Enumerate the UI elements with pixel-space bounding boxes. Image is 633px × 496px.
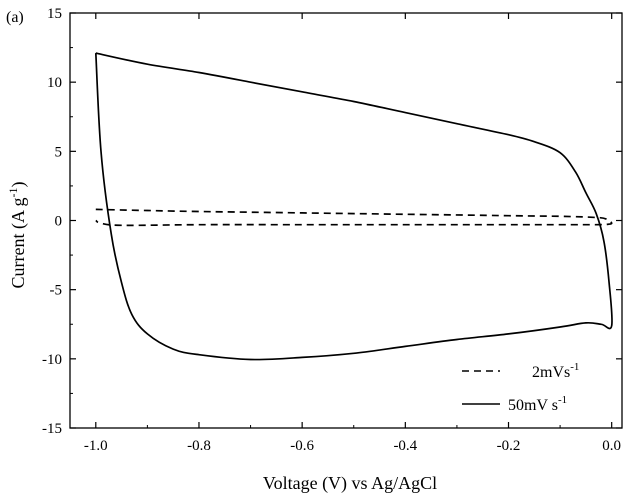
y-axis: -15 -10 -5 0 5 10 15	[42, 6, 622, 437]
legend-label-2mvs-main: 2mVs	[532, 364, 570, 381]
x-axis-title: Voltage (V) vs Ag/AgCl	[263, 473, 437, 494]
y-axis-title-end: )	[8, 182, 29, 188]
series-line-2mvs	[95, 208, 613, 227]
legend-label-50mvs-main: 50mV s	[508, 397, 558, 414]
legend-label-2mvs-superscript: -1	[570, 361, 579, 373]
x-axis: -1.0 -0.8 -0.6 -0.4 -0.2 0.0	[84, 13, 621, 454]
y-tick-label: 15	[47, 6, 62, 22]
y-tick-label: 5	[55, 144, 63, 160]
y-axis-title-main: Current (A g	[8, 198, 29, 289]
y-tick-label: -10	[42, 352, 62, 368]
x-tick-label: -0.6	[290, 438, 314, 454]
y-tick-label: 0	[55, 214, 63, 230]
legend-label-50mvs: 50mV s-1	[508, 394, 567, 414]
panel-label: (a)	[6, 9, 24, 26]
y-axis-title: Current (A g-1)	[6, 182, 29, 289]
series-layer	[94, 52, 613, 361]
x-tick-label: 0.0	[602, 438, 621, 454]
x-tick-label: -0.8	[187, 438, 211, 454]
legend: 2mVs-1 50mV s-1	[462, 361, 579, 414]
y-tick-label: -5	[50, 283, 63, 299]
legend-label-50mvs-superscript: -1	[558, 394, 567, 406]
y-tick-label: -15	[42, 421, 62, 437]
legend-label-2mvs: 2mVs-1	[532, 361, 579, 381]
x-tick-label: -1.0	[84, 438, 108, 454]
y-tick-label: 10	[47, 75, 62, 91]
series-line-50mvs	[94, 52, 613, 361]
x-tick-label: -0.2	[497, 438, 521, 454]
y-axis-title-superscript: -1	[6, 188, 20, 198]
x-tick-label: -0.4	[393, 438, 417, 454]
